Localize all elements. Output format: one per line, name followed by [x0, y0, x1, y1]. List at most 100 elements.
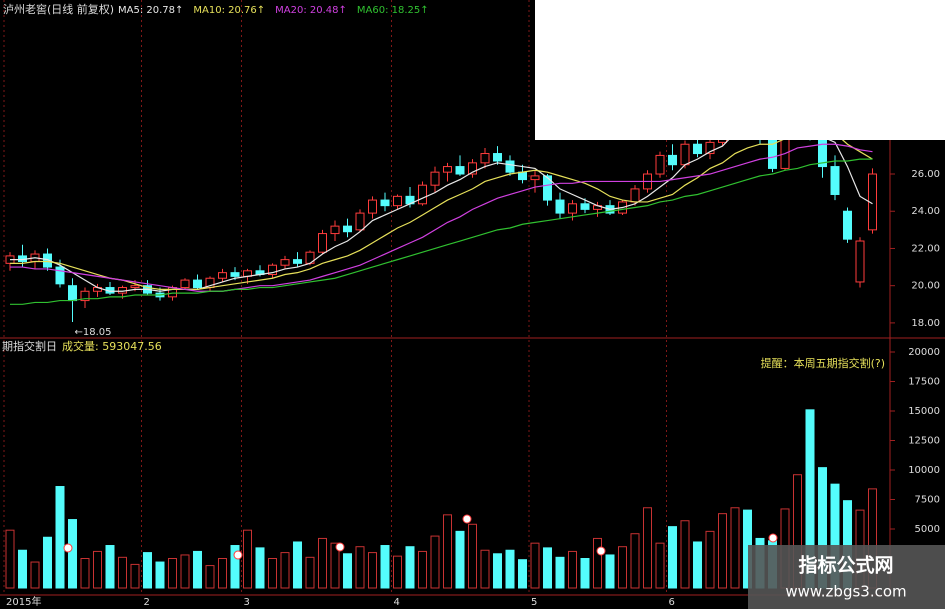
- candle-body: [555, 199, 565, 214]
- volume-bar: [430, 535, 440, 589]
- x-tick-label: 2: [144, 597, 150, 608]
- candle-body: [518, 171, 527, 181]
- volume-bar: [680, 520, 690, 589]
- candle-body: [68, 285, 77, 302]
- marker: [462, 514, 472, 524]
- marker: [63, 543, 73, 553]
- y-tick-label: 20000: [908, 347, 940, 358]
- ma-line: [10, 130, 873, 291]
- volume-bar: [255, 547, 265, 589]
- candle-body: [330, 225, 340, 235]
- ma-line: [10, 158, 873, 305]
- candle-body: [580, 203, 590, 210]
- marker: [233, 550, 243, 560]
- y-tick-label: 18.00: [911, 318, 940, 329]
- candle-body: [355, 212, 365, 231]
- candle-body: [218, 272, 227, 279]
- candle-body: [705, 141, 715, 155]
- candle-body: [680, 143, 690, 166]
- volume-bar: [593, 537, 602, 589]
- volume-label: 成交量: 593047.56: [62, 339, 162, 353]
- delivery-markers: [63, 514, 778, 560]
- volume-bar: [705, 530, 715, 589]
- volume-bar: [80, 558, 90, 589]
- y-tick-label: 5000: [915, 524, 940, 535]
- volume-bar: [230, 545, 240, 589]
- candle-body: [768, 136, 777, 169]
- volume-bar: [380, 545, 390, 589]
- candle-body: [505, 160, 515, 173]
- x-tick-label: 2015年: [6, 595, 41, 608]
- candle-body: [368, 199, 377, 214]
- volume-bar: [305, 556, 315, 589]
- candle-body: [493, 153, 502, 162]
- volume-bar: [193, 550, 202, 589]
- volume-bar: [518, 559, 527, 589]
- candle-body: [380, 199, 390, 207]
- candle-body: [193, 279, 202, 289]
- candle-body: [318, 233, 327, 253]
- volume-bar: [68, 519, 77, 589]
- volume-bar: [480, 549, 490, 589]
- x-tick-label: 6: [669, 597, 675, 608]
- candle-body: [655, 154, 665, 175]
- marker: [768, 533, 778, 543]
- watermark-box: [748, 545, 945, 609]
- volume-bar: [18, 549, 27, 589]
- volume-bar: [580, 558, 590, 589]
- volume-bar: [555, 556, 565, 589]
- candle-body: [393, 195, 402, 207]
- x-tick-label: 3: [244, 597, 250, 608]
- candle-body: [280, 259, 290, 266]
- y-tick-label: 22.00: [911, 243, 940, 254]
- volume-bar: [730, 507, 740, 589]
- volume-bar: [93, 550, 102, 589]
- candle-body: [830, 166, 840, 195]
- x-tick-label: 5: [531, 597, 537, 608]
- volume-bar: [418, 550, 427, 589]
- volume-bar: [630, 533, 640, 589]
- volume-bar: [218, 558, 227, 589]
- volume-bar: [43, 536, 52, 589]
- y-tick-label: 20.00: [911, 281, 940, 292]
- legend-entry: MA10: 20.76↑: [193, 5, 265, 16]
- volume-bar: [655, 542, 665, 589]
- volume-bar: [55, 486, 65, 589]
- volume-bar: [368, 552, 377, 589]
- volume-title: 期指交割日: [2, 339, 57, 353]
- reminder: 提醒：本周五期指交割(?): [761, 356, 885, 370]
- candle-body: [468, 162, 477, 175]
- volume-bar: [205, 565, 215, 589]
- ma-line: [10, 143, 873, 292]
- volume-bar: [30, 561, 40, 589]
- volume-bar: [693, 541, 702, 589]
- candle-body: [293, 259, 302, 264]
- candle-body: [568, 203, 577, 214]
- volume-bar: [318, 537, 327, 589]
- candle-body: [855, 240, 865, 283]
- annotation: ←18.05: [75, 327, 112, 338]
- volume-bar: [5, 529, 15, 589]
- volume-bar: [243, 529, 252, 589]
- volume-bar: [143, 552, 152, 589]
- candle-body: [693, 143, 702, 155]
- volume-bar: [168, 558, 177, 589]
- candle-body: [530, 175, 540, 181]
- candle-body: [455, 166, 465, 175]
- volume-bar: [443, 514, 452, 589]
- y-tick-label: 12500: [908, 436, 940, 447]
- volume-bar: [718, 513, 727, 589]
- watermark-title: 指标公式网: [798, 554, 893, 577]
- volume-bar: [505, 549, 515, 589]
- volume-bar: [468, 523, 477, 589]
- volume-bar: [455, 530, 465, 589]
- x-tick-label: 4: [394, 597, 400, 608]
- volume-bar: [605, 554, 615, 589]
- volume-bar: [405, 546, 415, 589]
- candle-body: [430, 171, 440, 186]
- volume-bar: [643, 507, 652, 589]
- volume-bar: [155, 561, 165, 589]
- volume-bar: [668, 526, 677, 589]
